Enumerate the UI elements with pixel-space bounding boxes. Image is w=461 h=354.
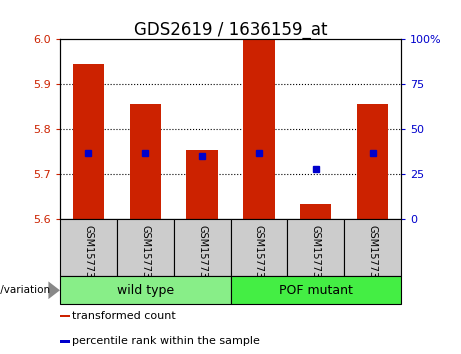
Bar [287, 219, 344, 276]
Bar [174, 219, 230, 276]
Bar [60, 315, 70, 317]
Text: POF mutant: POF mutant [279, 284, 353, 297]
Bar [230, 276, 401, 304]
Title: GDS2619 / 1636159_at: GDS2619 / 1636159_at [134, 21, 327, 39]
Text: GSM157736: GSM157736 [254, 225, 264, 284]
Bar [300, 204, 331, 219]
Text: genotype/variation: genotype/variation [0, 285, 51, 295]
Bar [130, 104, 161, 219]
Bar [60, 219, 117, 276]
Text: GSM157735: GSM157735 [197, 225, 207, 285]
Bar [117, 219, 174, 276]
Polygon shape [48, 281, 60, 299]
Bar [186, 149, 218, 219]
Bar [357, 104, 388, 219]
Text: GSM157738: GSM157738 [367, 225, 378, 284]
Bar [60, 340, 70, 343]
Bar [243, 40, 275, 219]
Bar [73, 64, 104, 219]
Text: GSM157734: GSM157734 [140, 225, 150, 284]
Bar [230, 219, 287, 276]
Text: GSM157732: GSM157732 [83, 225, 94, 285]
Text: percentile rank within the sample: percentile rank within the sample [72, 336, 260, 346]
Bar [60, 276, 230, 304]
Bar [344, 219, 401, 276]
Text: wild type: wild type [117, 284, 174, 297]
Text: transformed count: transformed count [72, 311, 176, 321]
Text: GSM157737: GSM157737 [311, 225, 321, 285]
